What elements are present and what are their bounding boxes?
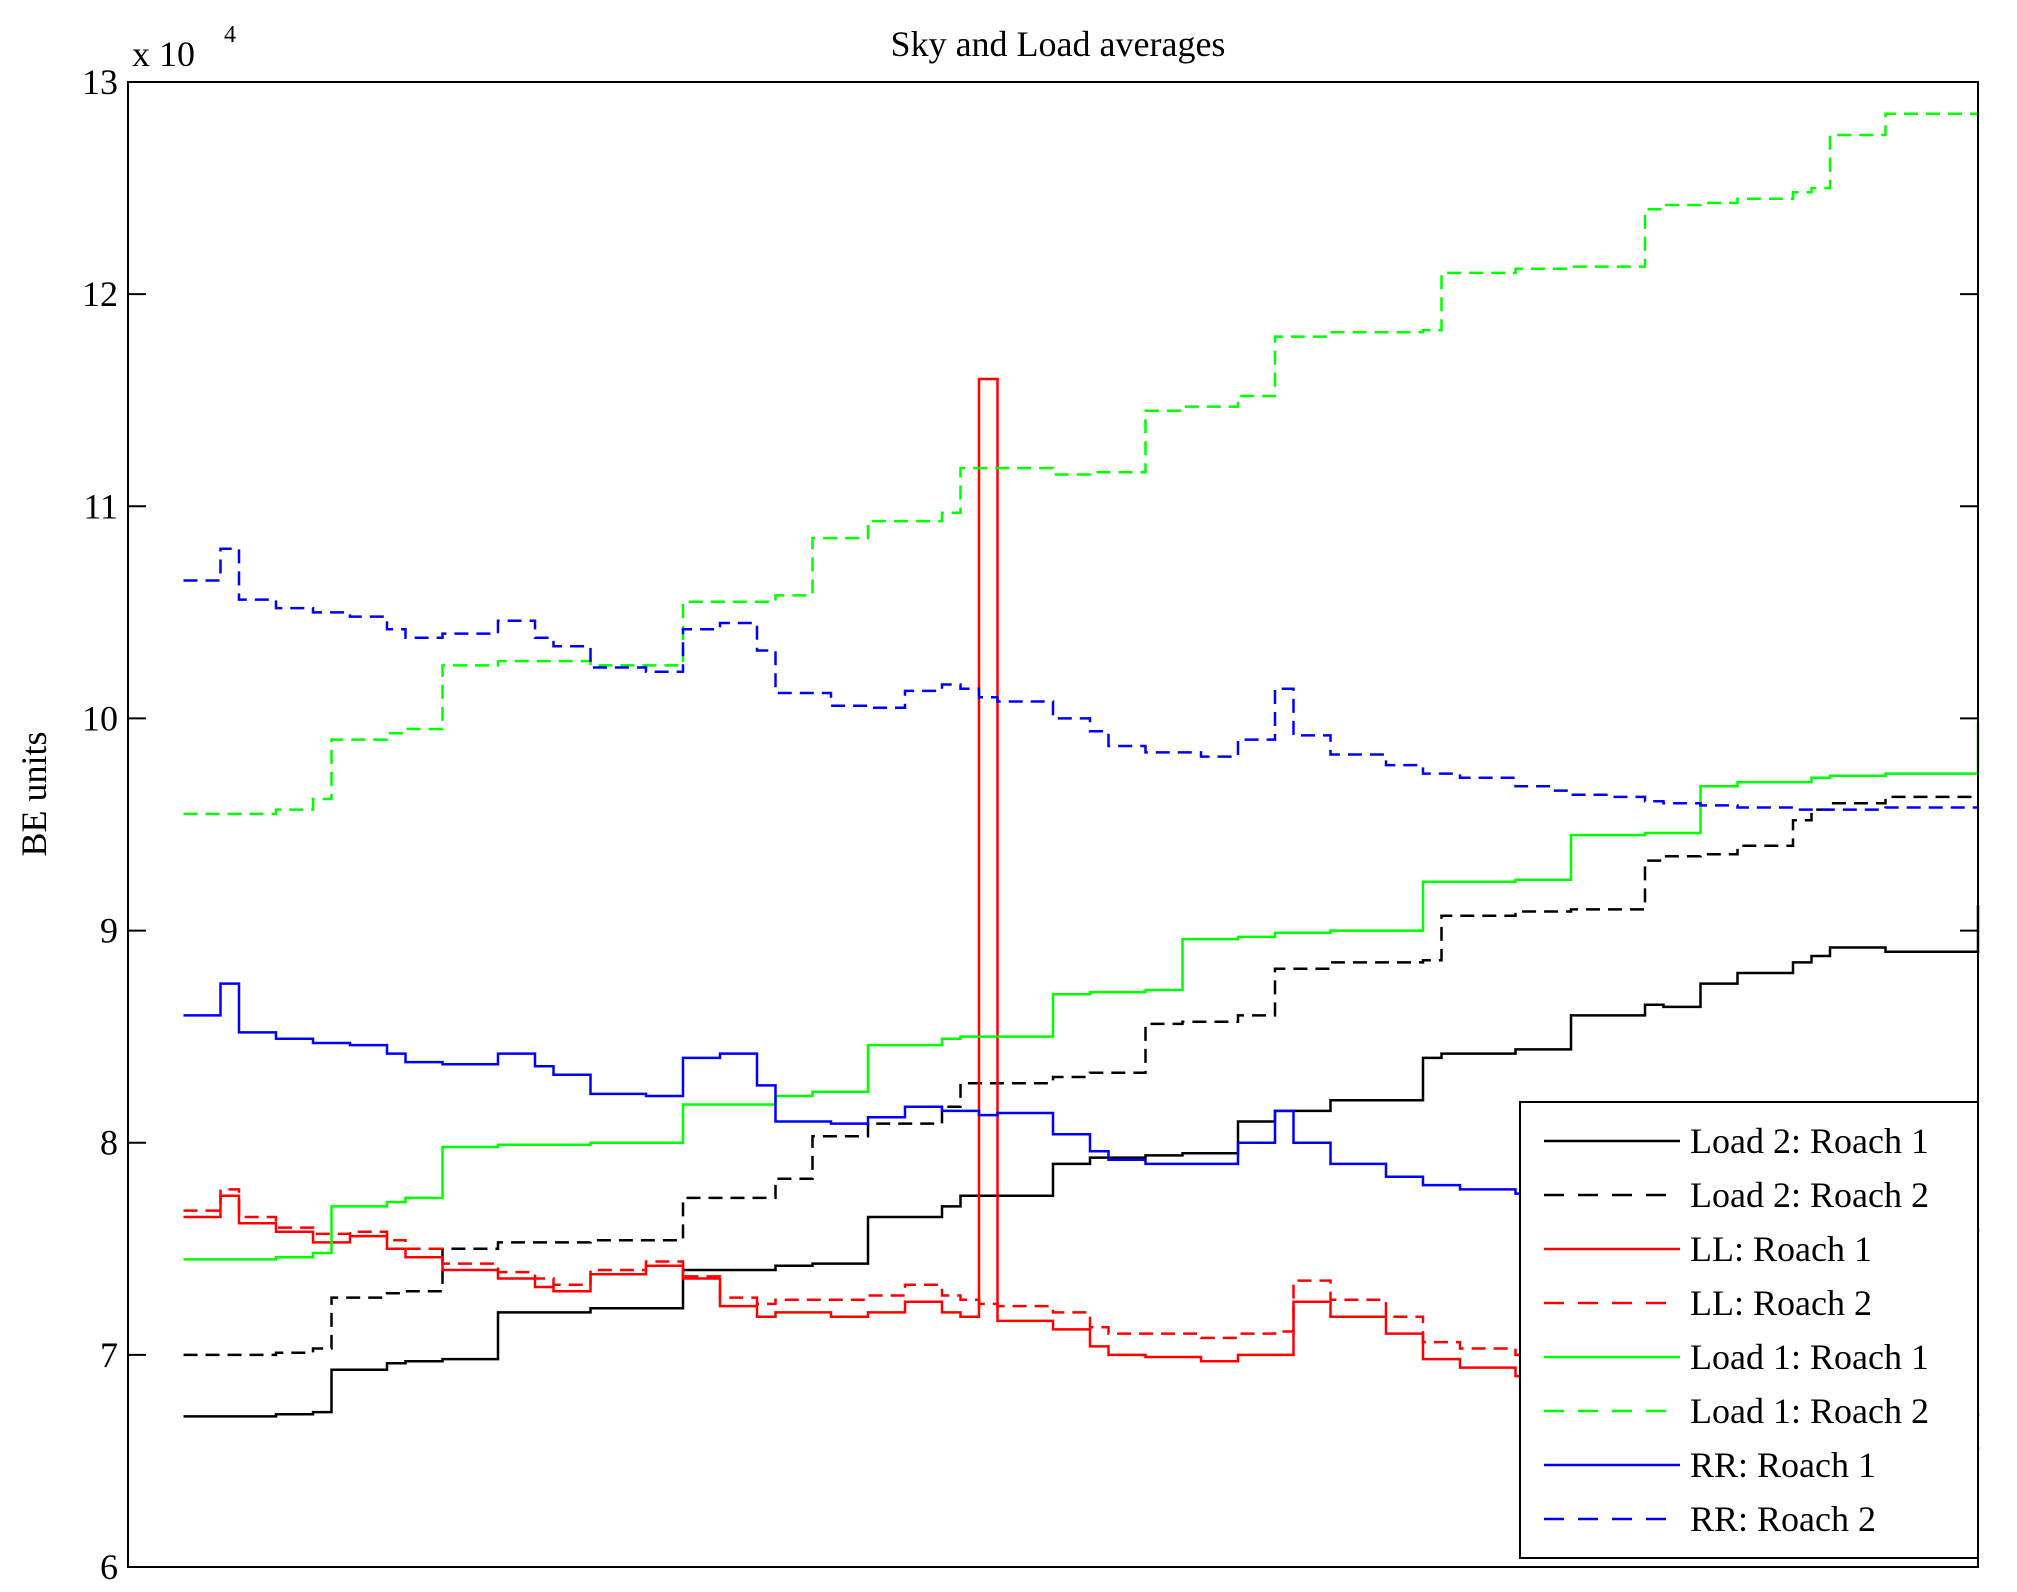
- y-axis-scale-exponent: 4: [224, 22, 236, 48]
- y-axis-scale-base: x 10: [132, 34, 195, 74]
- y-tick-label: 7: [100, 1335, 118, 1375]
- legend-entry: RR: Roach 2: [1690, 1499, 1876, 1539]
- legend: Load 2: Roach 1 Load 2: Roach 2 LL: Roach …: [1519, 1101, 1979, 1559]
- series-line-5: [183, 722, 1980, 1261]
- series-line-1: [183, 905, 1980, 1418]
- y-axis-exponent: x 10 4: [132, 22, 236, 74]
- y-tick-label: 12: [82, 274, 118, 314]
- legend-entry: Load 1: Roach 1: [1690, 1337, 1929, 1377]
- plot-area-frame: [127, 81, 1979, 1568]
- legend-entry: Load 1: Roach 2: [1690, 1391, 1929, 1431]
- y-axis-label: BE units: [14, 731, 54, 856]
- chart-title: Sky and Load averages: [891, 24, 1226, 64]
- legend-entry: LL: Roach 2: [1690, 1283, 1872, 1323]
- series-line-6: [183, 112, 1980, 816]
- y-tick-label: 6: [100, 1547, 118, 1587]
- y-tick-label: 8: [100, 1123, 118, 1163]
- legend-entry: Load 2: Roach 2: [1690, 1175, 1929, 1215]
- series-line-8: [183, 547, 1978, 811]
- y-tick-label: 10: [82, 698, 118, 738]
- legend-entry: RR: Roach 1: [1690, 1445, 1876, 1485]
- legend-entry: LL: Roach 1: [1690, 1229, 1872, 1269]
- legend-entry: Load 2: Roach 1: [1690, 1121, 1929, 1161]
- y-tick-label: 11: [83, 486, 118, 526]
- legend-box: [1519, 1101, 1979, 1559]
- y-tick-label: 9: [100, 911, 118, 951]
- y-tick-label: 13: [82, 62, 118, 102]
